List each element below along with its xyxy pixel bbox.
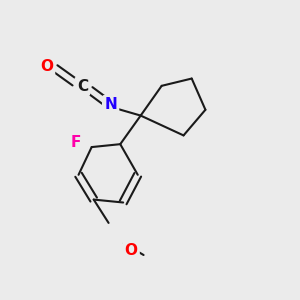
Text: O: O — [124, 243, 137, 258]
Text: N: N — [104, 97, 117, 112]
Text: C: C — [77, 79, 88, 94]
Text: O: O — [40, 59, 53, 74]
Text: F: F — [70, 135, 81, 150]
